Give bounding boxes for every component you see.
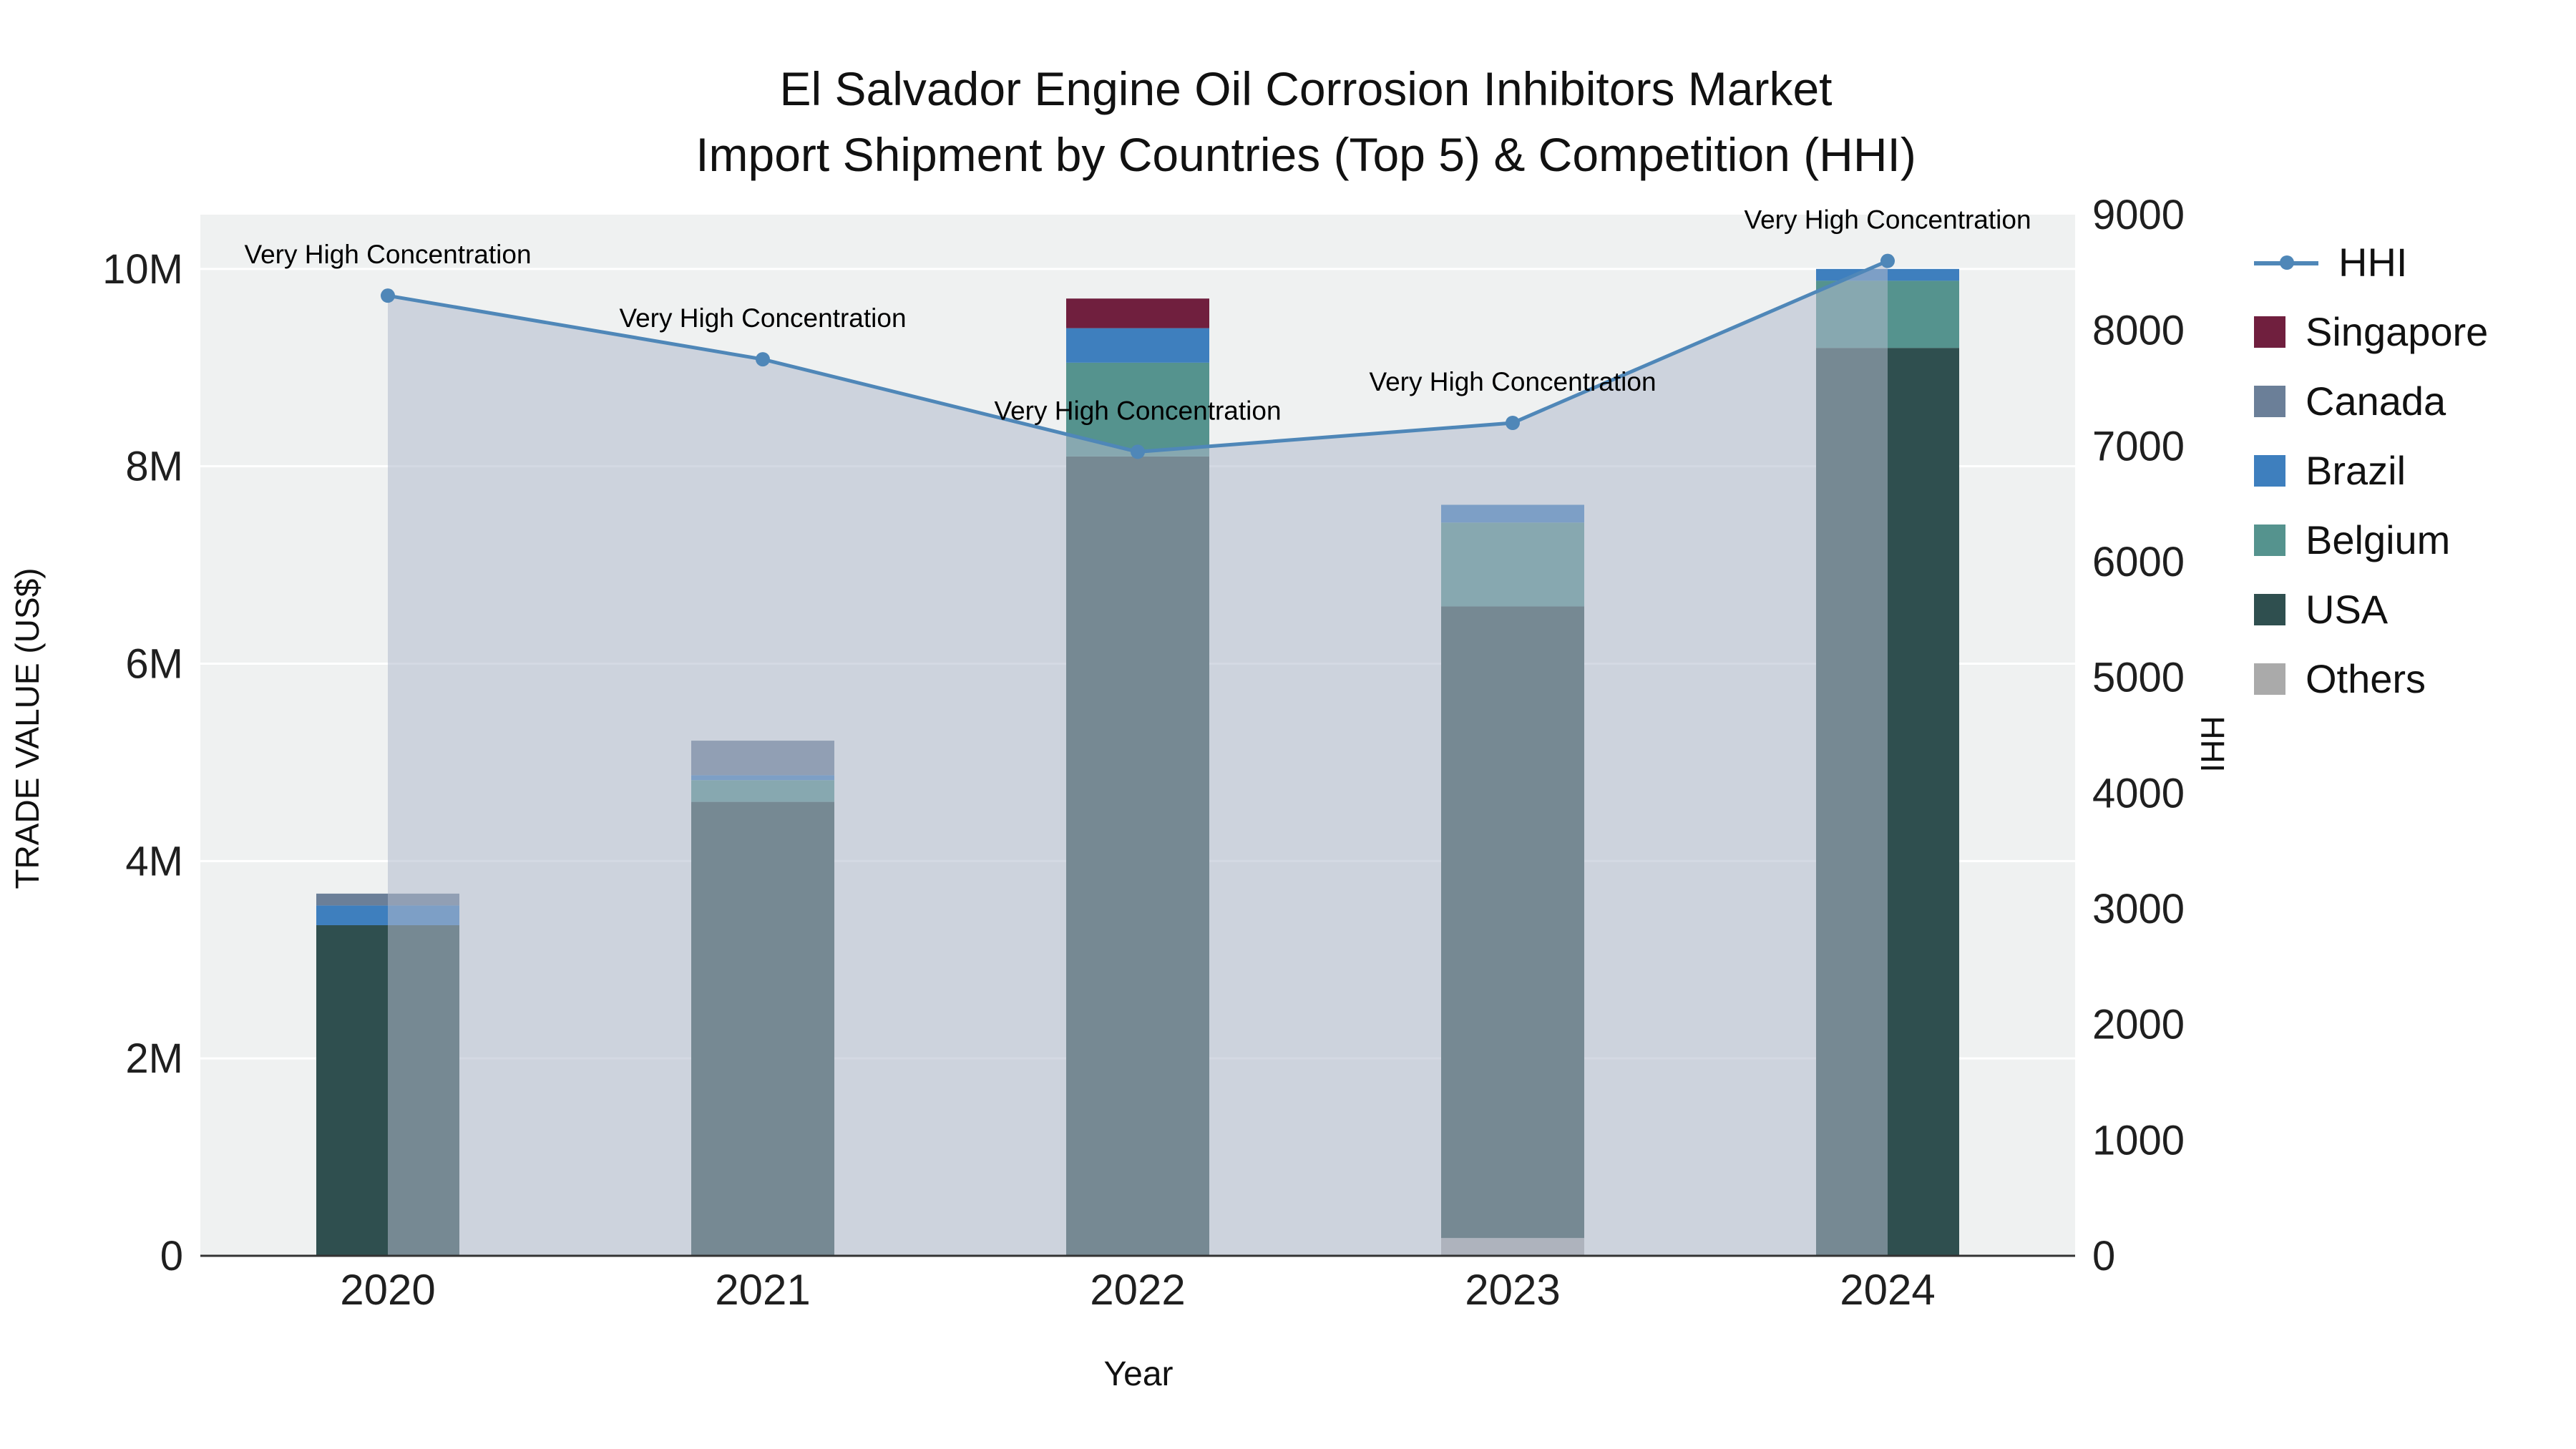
y-left-tick-label: 10M [102, 246, 183, 293]
chart-title-line1: El Salvador Engine Oil Corrosion Inhibit… [779, 62, 1833, 115]
y-left-tick-label: 6M [125, 641, 183, 688]
x-tick-label: 2023 [1465, 1266, 1560, 1314]
x-tick-label: 2024 [1840, 1266, 1935, 1314]
y-left-tick-label: 2M [125, 1035, 183, 1082]
legend-item-brazil[interactable]: Brazil [2254, 436, 2488, 505]
bar-segment-brazil-2022 [1066, 328, 1209, 363]
x-tick-label: 2022 [1090, 1266, 1185, 1314]
legend-color-swatch [2254, 524, 2285, 556]
hhi-marker-2021 [756, 352, 770, 367]
y-right-tick-label: 4000 [2092, 770, 2185, 816]
legend-label: Belgium [2306, 517, 2451, 562]
y-right-tick-label: 8000 [2092, 308, 2185, 354]
legend-line-swatch [2254, 247, 2318, 278]
legend-label: Brazil [2306, 448, 2406, 493]
y-left-tick-label: 0 [160, 1233, 183, 1279]
legend-item-canada[interactable]: Canada [2254, 366, 2488, 436]
annotation: Very High Concentration [994, 396, 1281, 425]
legend-color-swatch [2254, 316, 2285, 348]
hhi-area-fill [388, 260, 1888, 1257]
hhi-marker-2022 [1131, 444, 1145, 459]
legend-color-swatch [2254, 593, 2285, 625]
legend-color-swatch [2254, 454, 2285, 487]
legend-item-usa[interactable]: USA [2254, 575, 2488, 644]
legend-label: USA [2306, 587, 2389, 632]
chart-title: El Salvador Engine Oil Corrosion Inhibit… [36, 56, 2576, 188]
legend-item-hhi[interactable]: HHI [2254, 228, 2488, 297]
y-right-axis-title: HHI [2194, 716, 2231, 773]
x-tick-label: 2020 [340, 1266, 435, 1314]
hhi-marker-2023 [1506, 416, 1520, 430]
y-right-tick-label: 0 [2092, 1233, 2115, 1279]
hhi-marker-2020 [381, 288, 395, 303]
y-right-tick-label: 6000 [2092, 539, 2185, 585]
legend-color-swatch [2254, 385, 2285, 417]
legend-label: Singapore [2306, 309, 2489, 354]
hhi-marker-2024 [1880, 253, 1895, 268]
legend-color-swatch [2254, 663, 2285, 695]
y-right-tick-label: 3000 [2092, 886, 2185, 932]
annotation: Very High Concentration [619, 303, 906, 333]
x-axis-title: Year [1103, 1355, 1174, 1393]
annotation: Very High Concentration [1369, 367, 1656, 396]
annotation: Very High Concentration [1744, 205, 2031, 235]
y-right-tick-label: 7000 [2092, 423, 2185, 469]
y-left-axis-title: TRADE VALUE (US$) [9, 567, 46, 889]
annotation: Very High Concentration [244, 240, 531, 269]
y-right-tick-label: 5000 [2092, 655, 2185, 701]
y-left-tick-label: 4M [125, 838, 183, 884]
y-right-tick-label: 2000 [2092, 1002, 2185, 1048]
legend-item-others[interactable]: Others [2254, 644, 2488, 713]
legend-label: Canada [2306, 379, 2446, 424]
y-right-tick-label: 9000 [2092, 192, 2185, 238]
bar-segment-singapore-2022 [1066, 298, 1209, 328]
legend-label: HHI [2338, 240, 2408, 285]
legend-label: Others [2306, 656, 2426, 701]
y-right-tick-label: 1000 [2092, 1117, 2185, 1163]
y-left-tick-label: 8M [125, 444, 183, 490]
legend: HHI Singapore Canada Brazil Belgium USA Others [2254, 228, 2488, 713]
legend-item-belgium[interactable]: Belgium [2254, 505, 2488, 575]
legend-item-singapore[interactable]: Singapore [2254, 297, 2488, 366]
x-tick-label: 2021 [715, 1266, 810, 1314]
chart-title-line2: Import Shipment by Countries (Top 5) & C… [696, 128, 1916, 182]
